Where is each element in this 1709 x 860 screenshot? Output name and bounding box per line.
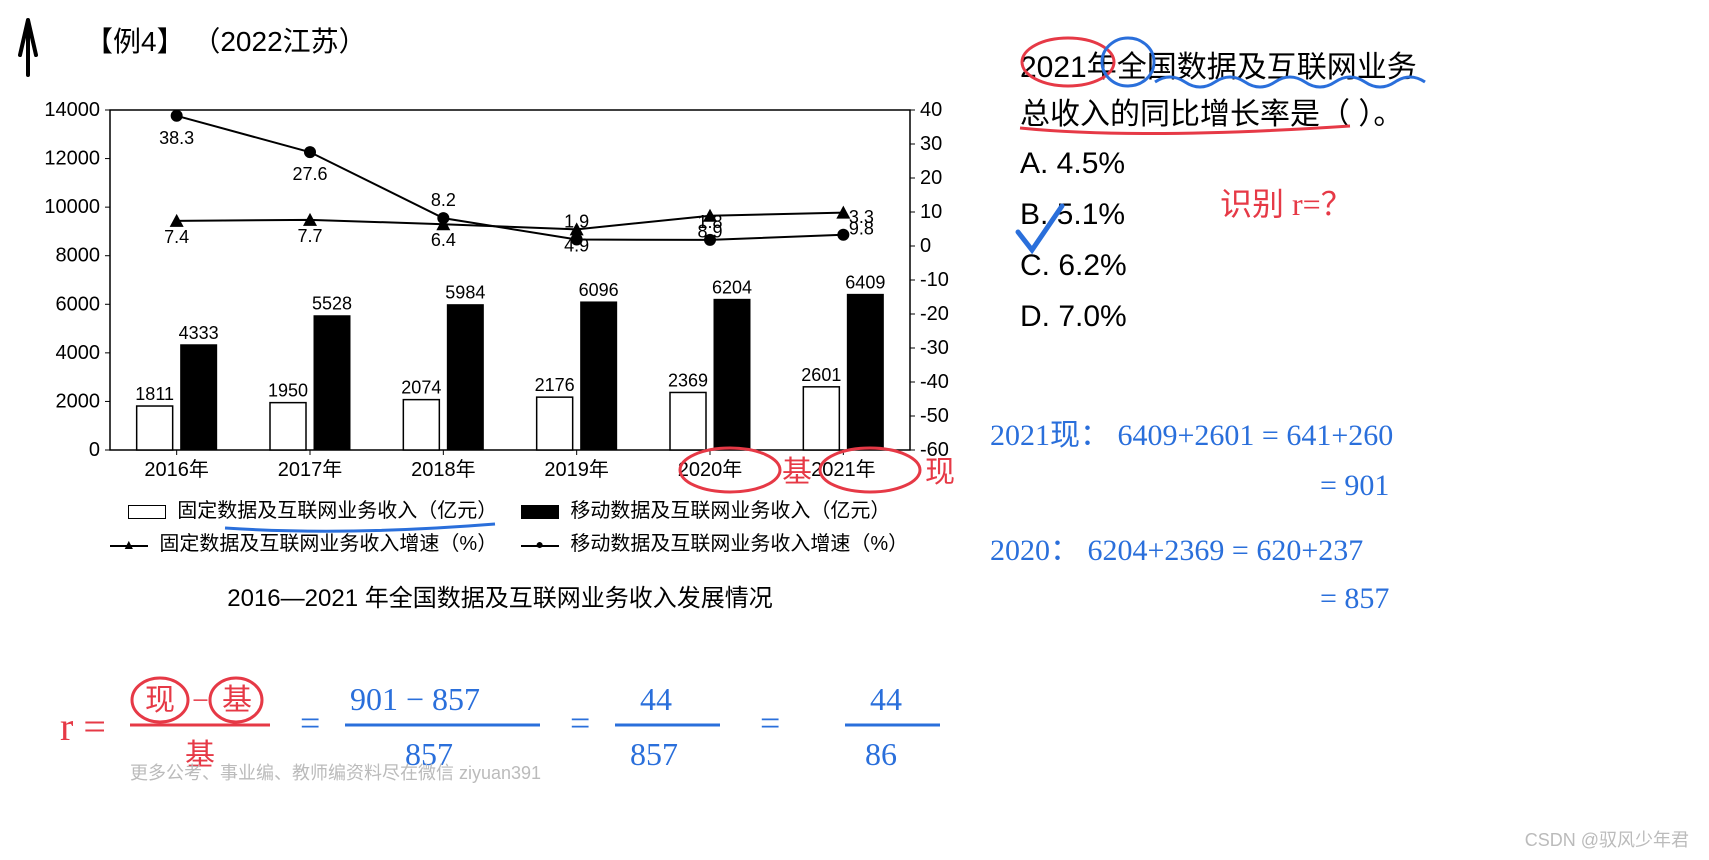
bar-open	[803, 387, 839, 450]
legend-swatch-filled-bar	[521, 505, 559, 519]
bar-filled	[714, 299, 750, 450]
svg-text:5528: 5528	[312, 294, 352, 314]
legend-label-filled-bar: 移动数据及互联网业务收入（亿元）	[570, 500, 890, 522]
bar-filled	[847, 294, 883, 450]
legend-label-circle-line: 移动数据及互联网业务收入增速（%）	[570, 533, 908, 555]
svg-text:6096: 6096	[579, 280, 619, 300]
svg-text:0: 0	[89, 439, 100, 461]
svg-text:6.4: 6.4	[431, 230, 456, 250]
svg-text:12000: 12000	[44, 148, 100, 170]
chart-container: 0 2000 4000 6000 8000 10000 12000 14000 -60 -50 -4…	[30, 90, 970, 610]
bar-filled	[314, 316, 350, 450]
svg-text:6204: 6204	[712, 277, 752, 297]
svg-text:2021现： 6409+2601 = 641+260: 2021现： 6409+2601 = 641+260	[990, 419, 1393, 452]
svg-text:10: 10	[920, 201, 942, 223]
svg-text:44: 44	[640, 681, 672, 717]
svg-text:6409: 6409	[845, 272, 885, 292]
bar-open	[403, 400, 439, 450]
svg-text:2000: 2000	[56, 390, 101, 412]
svg-text:2601: 2601	[801, 365, 841, 385]
legend-row-2: 固定数据及互联网业务收入增速（%） 移动数据及互联网业务收入增速（%）	[30, 527, 970, 556]
example-title: 【例4】 （2022江苏）	[85, 20, 367, 60]
svg-text:0: 0	[920, 235, 931, 257]
svg-text:20: 20	[920, 167, 942, 189]
svg-text:=: =	[760, 703, 780, 743]
svg-text:2021年: 2021年	[811, 458, 876, 481]
svg-text:2019年: 2019年	[544, 458, 609, 481]
question-block: 2021年全国数据及互联网业务 总收入的同比增长率是（ ）。 A. 4.5% B…	[1020, 45, 1660, 342]
question-line-1: 2021年全国数据及互联网业务	[1020, 45, 1660, 92]
svg-text:-60: -60	[920, 439, 949, 461]
svg-text:7.4: 7.4	[164, 227, 189, 247]
legend-swatch-circle-line	[521, 535, 559, 555]
svg-text:=: =	[570, 703, 590, 743]
title-paren: （2022江苏）	[192, 26, 366, 57]
chart-caption: 2016—2021 年全国数据及互联网业务收入发展情况	[30, 578, 970, 613]
bar-filled	[447, 305, 483, 450]
bar-open	[537, 397, 573, 450]
svg-text:−: −	[192, 684, 209, 717]
svg-text:1811: 1811	[135, 384, 174, 404]
svg-text:7.7: 7.7	[297, 226, 322, 246]
svg-text:2020： 6204+2369 = 620+237: 2020： 6204+2369 = 620+237	[990, 534, 1363, 567]
svg-text:27.6: 27.6	[292, 164, 327, 184]
svg-text:10000: 10000	[44, 196, 100, 218]
svg-text:r =: r =	[60, 704, 106, 749]
bar-open	[670, 392, 706, 450]
svg-text:14000: 14000	[44, 99, 100, 121]
question-line-2: 总收入的同比增长率是（ ）。	[1020, 92, 1660, 139]
svg-text:1.9: 1.9	[564, 212, 589, 232]
svg-text:=: =	[300, 703, 320, 743]
svg-text:1950: 1950	[268, 381, 308, 401]
svg-text:44: 44	[870, 681, 902, 717]
watermark-text: 更多公考、事业编、教师编资料尽在微信 ziyuan391	[130, 759, 541, 785]
svg-text:-20: -20	[920, 303, 949, 325]
svg-text:40: 40	[920, 99, 942, 121]
svg-text:2017年: 2017年	[278, 458, 343, 481]
svg-text:= 901: = 901	[1320, 469, 1389, 502]
svg-text:4000: 4000	[56, 342, 101, 364]
chart-svg: 0 2000 4000 6000 8000 10000 12000 14000 -60 -50 -4…	[30, 90, 970, 490]
svg-text:8.2: 8.2	[431, 190, 456, 210]
bar-filled	[581, 302, 617, 450]
svg-text:2020年: 2020年	[678, 458, 743, 481]
option-c[interactable]: C. 6.2%	[1020, 240, 1660, 291]
svg-text:5984: 5984	[445, 283, 485, 303]
legend-row-1: 固定数据及互联网业务收入（亿元） 移动数据及互联网业务收入（亿元）	[30, 494, 970, 523]
svg-text:4333: 4333	[179, 323, 219, 343]
svg-text:2176: 2176	[535, 375, 575, 395]
svg-text:38.3: 38.3	[159, 128, 194, 148]
option-b[interactable]: B. 5.1%	[1020, 189, 1660, 240]
svg-text:901 − 857: 901 − 857	[350, 681, 480, 717]
svg-text:857: 857	[630, 736, 678, 772]
svg-text:基: 基	[222, 684, 252, 717]
svg-text:2074: 2074	[401, 378, 441, 398]
svg-text:1.8: 1.8	[697, 212, 722, 232]
legend-swatch-triangle-line	[110, 535, 148, 555]
svg-text:= 857: = 857	[1320, 582, 1389, 615]
bar-filled	[181, 345, 217, 450]
legend-label-triangle-line: 固定数据及互联网业务收入增速（%）	[159, 533, 497, 555]
legend-swatch-open-bar	[128, 505, 166, 519]
svg-text:-40: -40	[920, 371, 949, 393]
title-prefix: 【例4】	[85, 26, 185, 57]
bar-open	[270, 403, 306, 450]
svg-text:-50: -50	[920, 405, 949, 427]
bar-open	[137, 406, 173, 450]
svg-text:6000: 6000	[56, 293, 101, 315]
svg-text:2016年: 2016年	[144, 458, 209, 481]
svg-text:2018年: 2018年	[411, 458, 476, 481]
option-a[interactable]: A. 4.5%	[1020, 138, 1660, 189]
svg-text:30: 30	[920, 133, 942, 155]
svg-text:-30: -30	[920, 337, 949, 359]
legend-label-open-bar: 固定数据及互联网业务收入（亿元）	[177, 500, 497, 522]
svg-text:-10: -10	[920, 269, 949, 291]
csdn-credit: CSDN @驭风少年君	[1525, 826, 1689, 852]
svg-text:86: 86	[865, 736, 897, 772]
option-d[interactable]: D. 7.0%	[1020, 291, 1660, 342]
svg-text:2369: 2369	[668, 370, 708, 390]
svg-text:3.3: 3.3	[849, 207, 874, 227]
svg-text:8000: 8000	[56, 245, 101, 267]
svg-text:现: 现	[145, 684, 175, 717]
